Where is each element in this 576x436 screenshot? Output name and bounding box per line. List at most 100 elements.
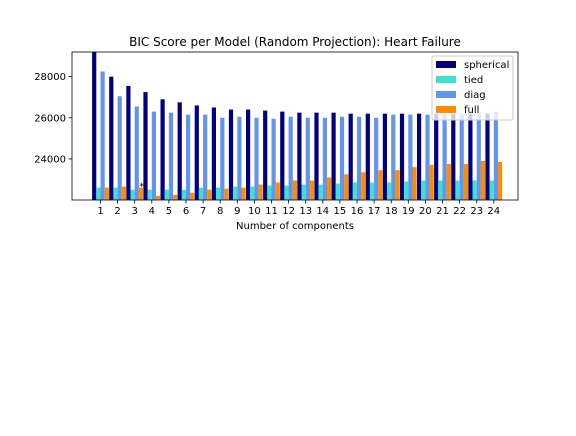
x-tick-label-1: 1 — [97, 206, 103, 217]
bar-tied-10 — [250, 186, 255, 200]
x-tick-label-8: 8 — [217, 206, 223, 217]
bar-tied-4 — [147, 189, 152, 200]
bar-tied-12 — [284, 185, 289, 200]
bar-diag-11 — [271, 118, 276, 200]
bar-tied-9 — [233, 186, 238, 200]
x-tick-label-22: 22 — [453, 206, 466, 217]
bar-tied-5 — [164, 189, 169, 200]
legend-swatch-full — [436, 106, 456, 113]
y-tick-label-28000: 28000 — [34, 72, 66, 83]
bar-tied-11 — [267, 185, 272, 200]
bar-spherical-15 — [331, 112, 336, 200]
bar-full-24 — [498, 161, 503, 200]
bar-full-20 — [429, 165, 434, 200]
bar-full-1 — [104, 187, 109, 200]
bar-spherical-8 — [211, 107, 216, 200]
bar-diag-21 — [442, 113, 447, 200]
x-tick-label-9: 9 — [234, 206, 240, 217]
legend: spherical tied diag full — [431, 55, 514, 121]
bar-tied-2 — [113, 187, 118, 200]
bar-tied-16 — [352, 182, 357, 200]
bar-diag-22 — [459, 113, 464, 200]
bar-tied-3 — [130, 189, 135, 200]
bar-diag-17 — [374, 117, 379, 200]
bars-layer — [92, 52, 503, 200]
bar-spherical-14 — [314, 112, 319, 200]
bar-full-12 — [292, 180, 297, 200]
bar-spherical-19 — [399, 113, 405, 200]
bar-spherical-7 — [194, 105, 199, 200]
bar-tied-8 — [216, 187, 221, 200]
bar-diag-12 — [288, 116, 293, 200]
bar-tied-6 — [181, 189, 186, 200]
bar-tied-24 — [489, 180, 494, 200]
bar-full-16 — [361, 172, 366, 200]
bar-full-8 — [224, 188, 229, 200]
x-tick-label-20: 20 — [419, 206, 432, 217]
legend-label-tied: tied — [464, 75, 483, 86]
bar-diag-13 — [305, 117, 310, 200]
bar-diag-18 — [391, 114, 396, 200]
bar-full-17 — [378, 170, 383, 200]
bar-spherical-11 — [263, 110, 268, 200]
bar-diag-8 — [220, 117, 225, 200]
x-tick-label-12: 12 — [282, 206, 295, 217]
bar-diag-24 — [493, 111, 498, 200]
bar-spherical-24 — [485, 113, 490, 200]
bar-full-4 — [156, 195, 161, 200]
x-tick-label-4: 4 — [149, 206, 155, 217]
bar-full-21 — [446, 164, 451, 200]
chart-title: BIC Score per Model (Random Projection):… — [129, 35, 461, 49]
bar-diag-3 — [134, 106, 139, 200]
bar-spherical-5 — [160, 99, 165, 200]
bar-spherical-4 — [143, 92, 148, 200]
x-tick-label-16: 16 — [351, 206, 364, 217]
bar-diag-15 — [339, 116, 345, 200]
x-tick-label-19: 19 — [402, 206, 415, 217]
plot-frame — [71, 51, 519, 201]
legend-swatch-spherical — [436, 61, 456, 68]
x-tick-label-11: 11 — [265, 206, 278, 217]
y-tick-label-26000: 26000 — [34, 113, 66, 124]
y-tick-label-24000: 24000 — [34, 154, 66, 165]
bar-tied-23 — [472, 180, 477, 200]
x-tick-label-2: 2 — [114, 206, 120, 217]
x-tick-label-24: 24 — [487, 206, 500, 217]
bar-full-14 — [327, 177, 332, 200]
legend-items: spherical tied diag full — [436, 60, 509, 116]
bar-tied-15 — [335, 183, 340, 200]
bar-tied-17 — [369, 182, 375, 200]
x-tick-label-10: 10 — [248, 206, 261, 217]
x-tick-label-5: 5 — [166, 206, 172, 217]
bar-spherical-12 — [280, 111, 285, 200]
bar-spherical-16 — [348, 113, 353, 200]
bar-diag-9 — [237, 116, 242, 200]
bar-spherical-23 — [468, 113, 473, 200]
bar-tied-1 — [96, 187, 101, 200]
bar-diag-2 — [117, 96, 122, 200]
legend-label-spherical: spherical — [464, 60, 509, 71]
bar-full-15 — [344, 174, 349, 200]
bar-tied-19 — [404, 181, 409, 200]
x-tick-label-6: 6 — [183, 206, 189, 217]
annotation-marker-0: * — [139, 182, 144, 193]
x-tick-label-13: 13 — [299, 206, 312, 217]
bar-full-6 — [190, 192, 195, 200]
bar-spherical-6 — [177, 102, 182, 200]
bar-spherical-21 — [434, 113, 439, 200]
bar-full-13 — [309, 180, 315, 200]
bar-spherical-1 — [92, 52, 97, 200]
bar-tied-20 — [421, 180, 426, 200]
x-tick-label-15: 15 — [334, 206, 347, 217]
bar-tied-14 — [318, 184, 323, 200]
bar-tied-22 — [455, 180, 460, 200]
bar-diag-16 — [357, 116, 362, 200]
x-tick-label-21: 21 — [436, 206, 449, 217]
x-tick-label-17: 17 — [368, 206, 381, 217]
bar-diag-5 — [168, 112, 174, 200]
bar-diag-1 — [100, 71, 105, 200]
bar-full-22 — [463, 164, 468, 200]
